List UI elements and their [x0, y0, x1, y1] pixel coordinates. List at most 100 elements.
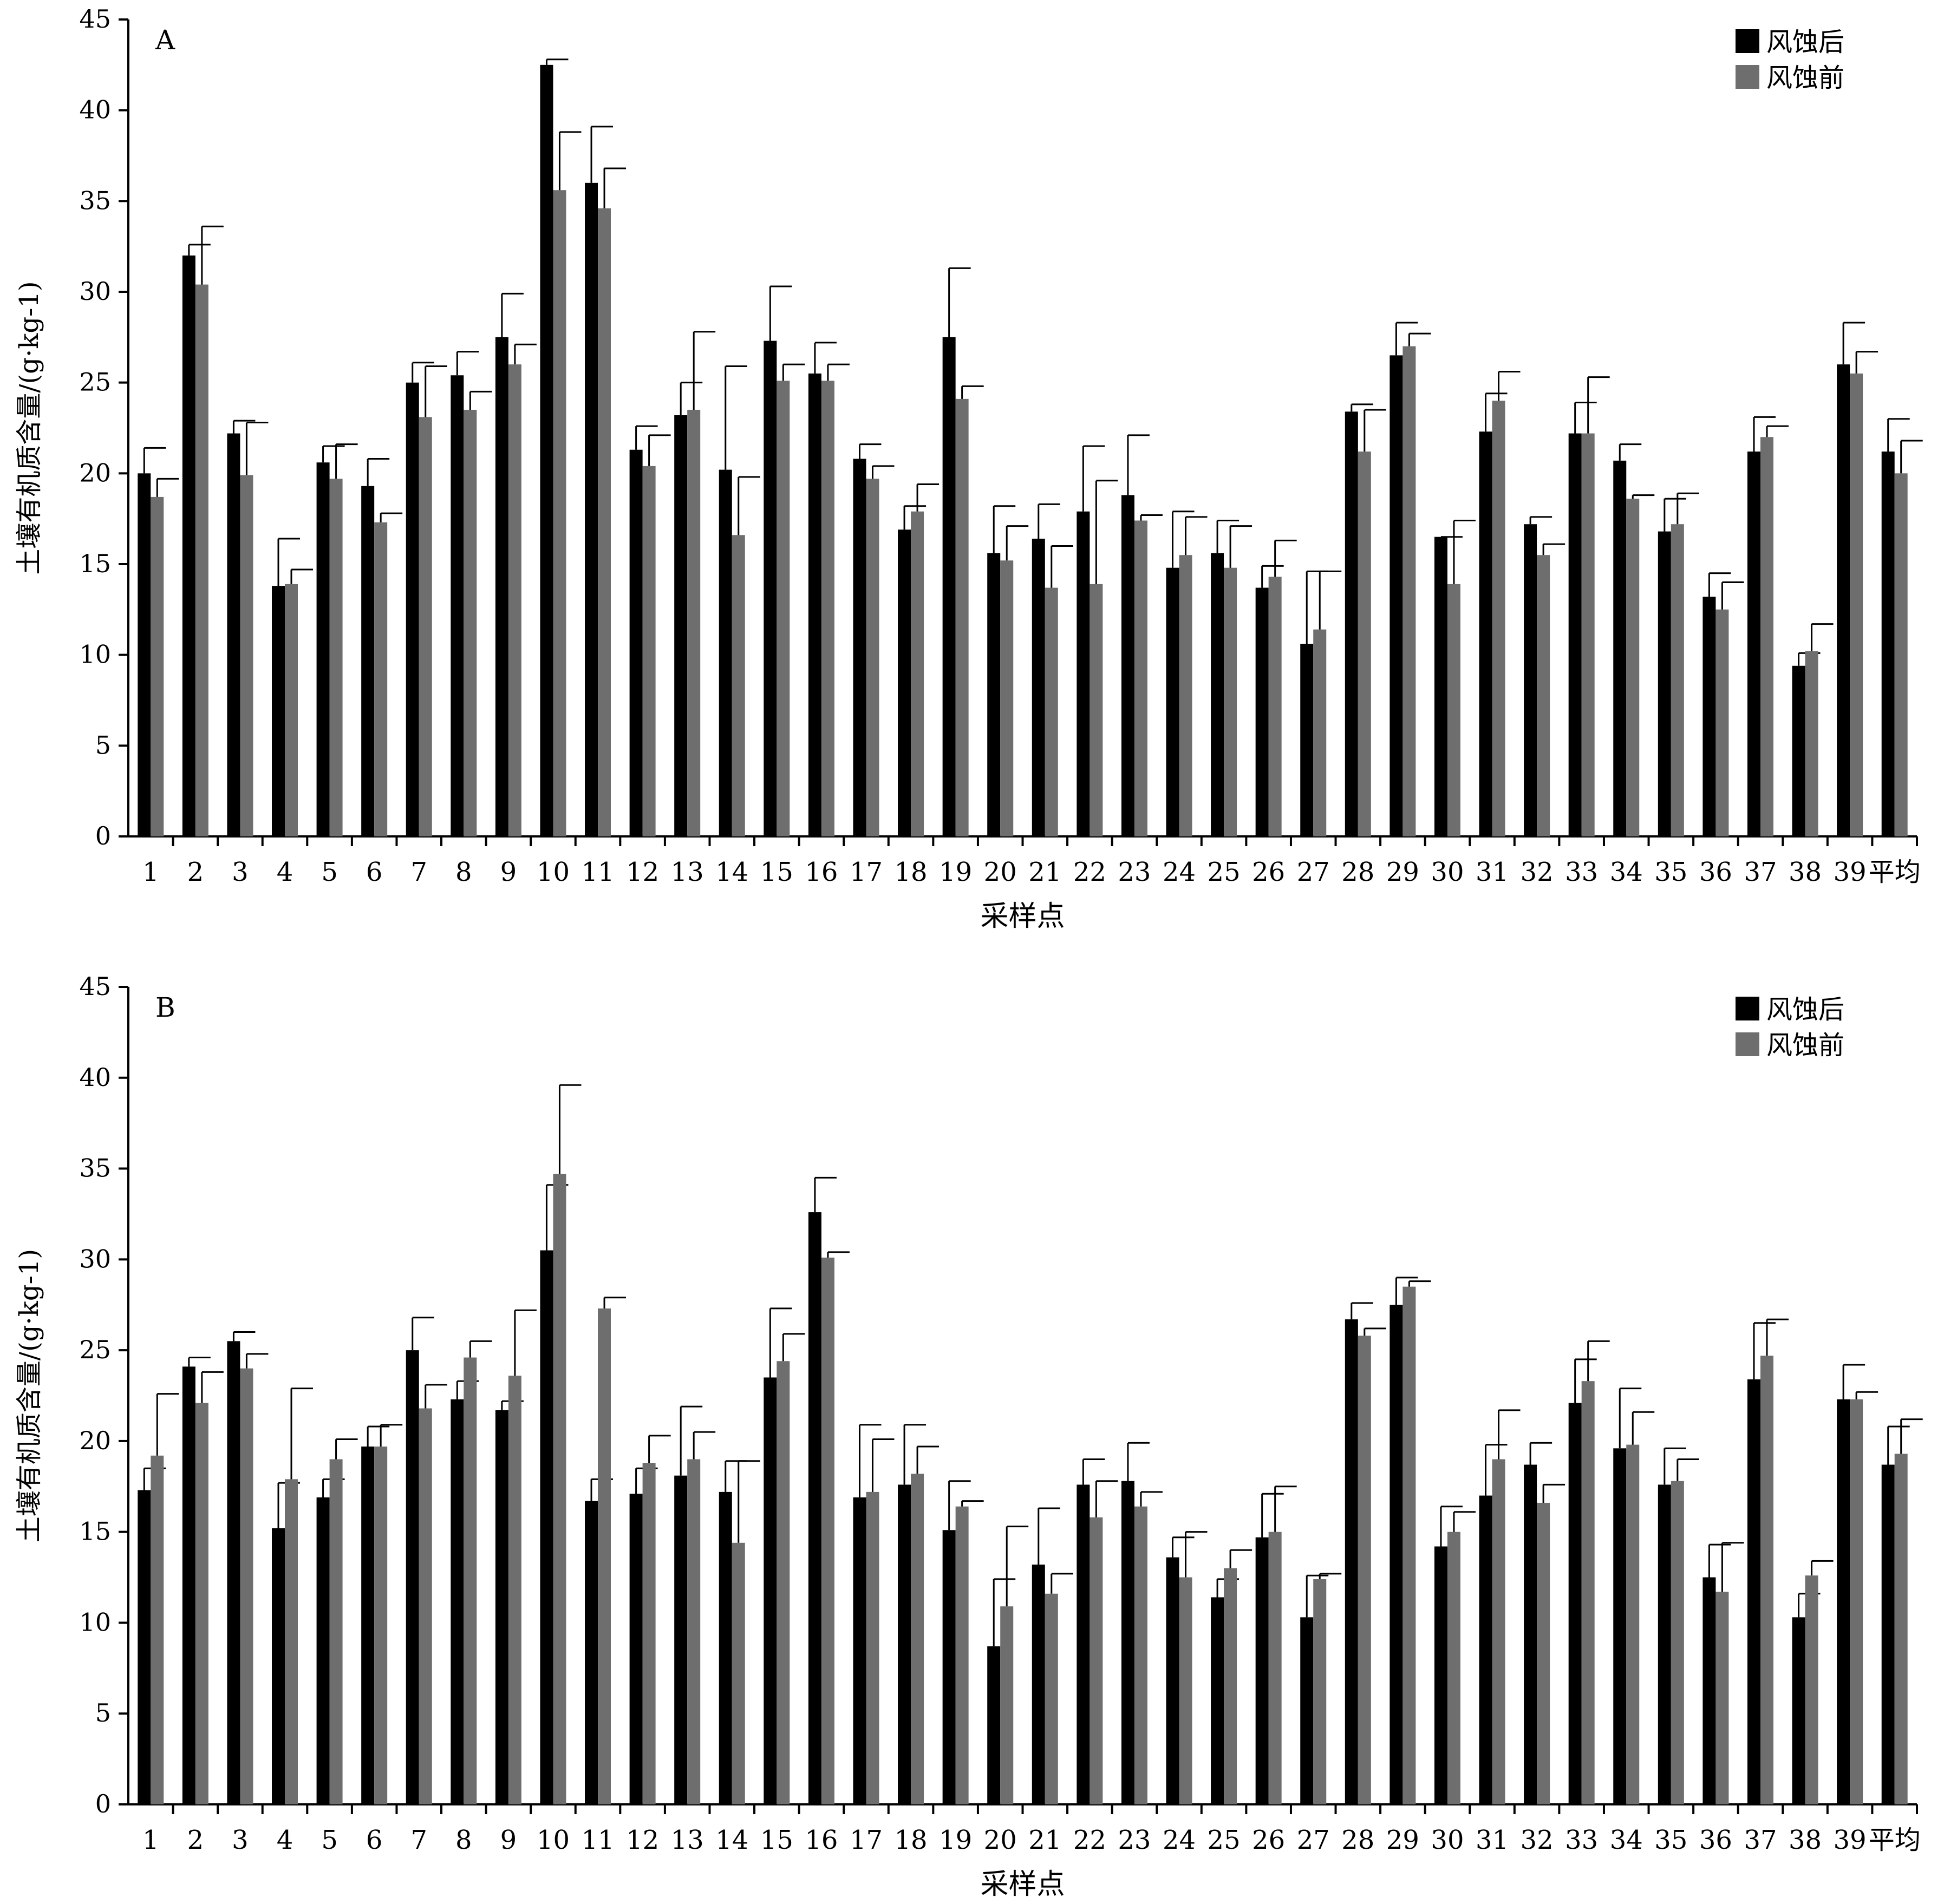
- bar-before: [329, 479, 343, 836]
- x-tick-label: 21: [1028, 857, 1061, 887]
- x-tick-label: 7: [410, 857, 427, 887]
- y-tick-label: 5: [95, 1698, 111, 1728]
- x-tick-label: 33: [1565, 1825, 1598, 1855]
- x-tick-label: 38: [1789, 857, 1822, 887]
- bar-after: [1524, 1464, 1537, 1804]
- bar-after: [1032, 539, 1045, 836]
- y-tick-label: 40: [79, 95, 111, 125]
- bar-after: [674, 415, 688, 836]
- bar-before: [1313, 1579, 1327, 1804]
- bar-before: [1090, 1517, 1103, 1804]
- bar-after: [316, 462, 330, 836]
- bar-before: [821, 1257, 834, 1804]
- x-tick-label: 18: [895, 857, 928, 887]
- x-tick-label: 12: [626, 1825, 659, 1855]
- bar-before: [329, 1459, 343, 1804]
- bar-before: [1134, 520, 1147, 836]
- bar-before: [374, 1446, 388, 1804]
- bar-after: [182, 1366, 195, 1804]
- bar-before: [1224, 1568, 1237, 1804]
- x-tick-label: 29: [1386, 857, 1419, 887]
- bar-before: [1045, 587, 1058, 836]
- x-tick-label: 1: [142, 857, 159, 887]
- bar-after: [629, 1494, 643, 1804]
- bar-before: [777, 1361, 790, 1804]
- bar-before: [1358, 1336, 1371, 1804]
- y-axis-label: 土壤有机质含量/(g·kg-1): [14, 1249, 44, 1542]
- x-tick-label: 6: [366, 857, 383, 887]
- bar-before: [1537, 555, 1550, 836]
- bar-before: [911, 511, 924, 836]
- bar-before: [955, 1506, 969, 1804]
- x-tick-label: 8: [455, 857, 472, 887]
- x-tick-label: 15: [760, 1825, 793, 1855]
- bar-after: [1568, 1403, 1582, 1804]
- bar-after: [1792, 665, 1805, 836]
- x-tick-label: 23: [1118, 1825, 1151, 1855]
- x-tick-label: 22: [1073, 1825, 1106, 1855]
- legend-label: 风蚀后: [1766, 994, 1844, 1025]
- y-tick-label: 25: [79, 1335, 111, 1364]
- x-tick-label: 9: [500, 1825, 517, 1855]
- x-tick-label: 9: [500, 857, 517, 887]
- x-tick-label: 17: [850, 857, 883, 887]
- bar-before: [1000, 560, 1014, 836]
- x-tick-label: 16: [805, 1825, 838, 1855]
- bar-after: [1837, 364, 1850, 836]
- bar-after: [495, 1410, 508, 1804]
- x-tick-label: 29: [1386, 1825, 1419, 1855]
- bar-before: [1760, 437, 1773, 836]
- bar-before: [1179, 555, 1192, 836]
- bar-after: [1121, 1481, 1134, 1804]
- x-tick-label: 27: [1297, 1825, 1330, 1855]
- bar-after: [942, 1530, 956, 1804]
- x-tick-label: 37: [1744, 857, 1777, 887]
- x-tick-label: 35: [1654, 1825, 1687, 1855]
- bar-before: [1715, 1592, 1729, 1804]
- x-tick-label: 25: [1208, 857, 1241, 887]
- bar-before: [464, 1357, 477, 1804]
- bar-after: [719, 1491, 732, 1804]
- bar-before: [1313, 629, 1327, 836]
- y-tick-label: 5: [95, 730, 111, 760]
- bar-before: [866, 479, 879, 836]
- bar-after: [1255, 587, 1269, 836]
- bar-after: [1077, 1484, 1090, 1804]
- bar-after: [1568, 433, 1582, 836]
- bar-before: [1581, 433, 1595, 836]
- bar-before: [508, 364, 521, 836]
- bar-after: [1077, 511, 1090, 836]
- bar-before: [1447, 584, 1460, 836]
- bar-after: [1300, 644, 1314, 836]
- y-tick-label: 20: [79, 458, 111, 487]
- bar-before: [1805, 651, 1818, 836]
- bar-after: [1166, 1557, 1179, 1804]
- y-tick-label: 15: [79, 1517, 111, 1546]
- bar-after: [316, 1497, 330, 1804]
- bar-before: [151, 1455, 164, 1804]
- legend-label: 风蚀后: [1766, 27, 1844, 57]
- bar-before: [866, 1491, 879, 1804]
- x-tick-label: 8: [455, 1825, 472, 1855]
- x-tick-label: 13: [671, 1825, 704, 1855]
- y-tick-label: 45: [79, 972, 111, 1001]
- bar-after: [1166, 567, 1179, 836]
- bar-after: [1345, 1319, 1358, 1804]
- panel-label: B: [155, 992, 175, 1023]
- x-tick-label: 2: [187, 857, 204, 887]
- bar-before: [240, 1368, 253, 1804]
- x-tick-label: 1: [142, 1825, 159, 1855]
- panel-label: A: [155, 24, 175, 56]
- bar-after: [585, 1501, 598, 1804]
- bar-after: [1881, 452, 1895, 836]
- bar-before: [1626, 499, 1640, 836]
- bar-before: [1134, 1506, 1147, 1804]
- x-tick-label: 22: [1073, 857, 1106, 887]
- bar-after: [585, 182, 598, 836]
- bar-before: [911, 1474, 924, 1804]
- x-tick-label: 7: [410, 1825, 427, 1855]
